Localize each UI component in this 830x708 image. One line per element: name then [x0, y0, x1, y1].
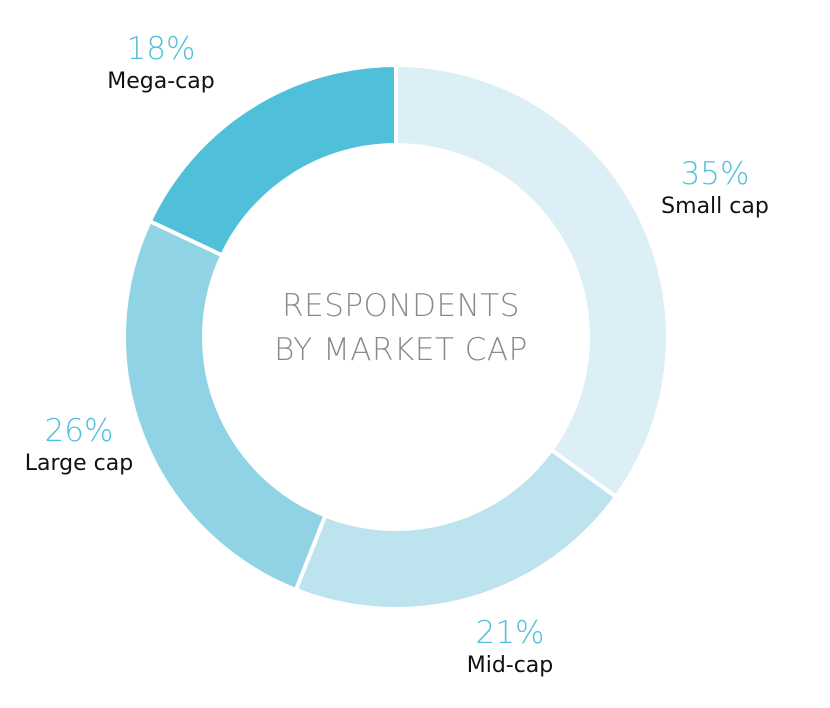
slice-category-mid-cap: Mid-cap — [466, 653, 554, 678]
chart-title-line-2: BY MARKET CAP — [274, 332, 528, 368]
slice-category-small-cap: Small cap — [661, 194, 769, 219]
slice-label-mid-cap: 21% Mid-cap — [440, 614, 580, 680]
chart-title-line-1: RESPONDENTS — [282, 288, 520, 324]
slice-label-small-cap: 35% Small cap — [640, 155, 790, 221]
chart-title: RESPONDENTS BY MARKET CAP — [246, 284, 556, 372]
donut-slice-mega-cap — [147, 62, 398, 258]
donut-slice-mid-cap — [293, 447, 619, 611]
slice-label-large-cap: 26% Large cap — [4, 412, 154, 478]
donut-slice-large-cap — [122, 218, 328, 593]
slice-percent-small-cap: 35% — [680, 156, 750, 192]
slice-label-mega-cap: 18% Mega-cap — [86, 30, 236, 96]
slice-percent-mid-cap: 21% — [475, 615, 545, 651]
slice-percent-mega-cap: 18% — [126, 31, 196, 67]
slice-percent-large-cap: 26% — [44, 413, 114, 449]
slice-category-large-cap: Large cap — [24, 451, 134, 476]
donut-slice-small-cap — [394, 62, 670, 500]
slice-category-mega-cap: Mega-cap — [107, 69, 215, 94]
